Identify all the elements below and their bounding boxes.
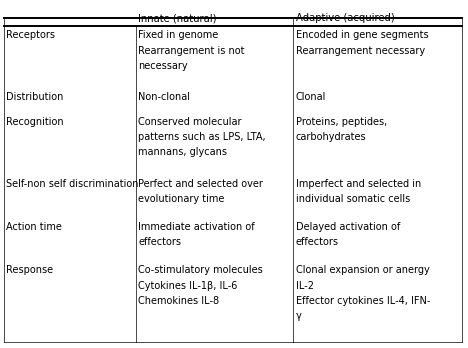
Text: Immediate activation of
effectors: Immediate activation of effectors xyxy=(138,222,255,247)
Text: Clonal: Clonal xyxy=(295,92,326,102)
Text: Proteins, peptides,
carbohydrates: Proteins, peptides, carbohydrates xyxy=(295,117,387,142)
Text: Clonal expansion or anergy
IL-2
Effector cytokines IL-4, IFN-
γ: Clonal expansion or anergy IL-2 Effector… xyxy=(295,266,430,321)
Text: Receptors: Receptors xyxy=(6,30,55,40)
Text: Perfect and selected over
evolutionary time: Perfect and selected over evolutionary t… xyxy=(138,179,263,204)
Text: Self-non self discrimination: Self-non self discrimination xyxy=(6,179,139,189)
Text: Co-stimulatory molecules
Cytokines IL-1β, IL-6
Chemokines IL-8: Co-stimulatory molecules Cytokines IL-1β… xyxy=(138,266,263,306)
Text: Encoded in gene segments
Rearrangement necessary: Encoded in gene segments Rearrangement n… xyxy=(295,30,428,56)
Text: Distribution: Distribution xyxy=(6,92,63,102)
Text: Recognition: Recognition xyxy=(6,117,64,127)
Text: Imperfect and selected in
individual somatic cells: Imperfect and selected in individual som… xyxy=(295,179,421,204)
Text: Non-clonal: Non-clonal xyxy=(138,92,190,102)
Text: Adaptive (acquired): Adaptive (acquired) xyxy=(295,14,395,23)
Text: Response: Response xyxy=(6,266,53,275)
Text: Fixed in genome
Rearrangement is not
necessary: Fixed in genome Rearrangement is not nec… xyxy=(138,30,245,71)
Text: Conserved molecular
patterns such as LPS, LTA,
mannans, glycans: Conserved molecular patterns such as LPS… xyxy=(138,117,266,158)
Text: Innate (natural): Innate (natural) xyxy=(138,14,217,23)
Text: Delayed activation of
effectors: Delayed activation of effectors xyxy=(295,222,400,247)
Text: Action time: Action time xyxy=(6,222,62,232)
